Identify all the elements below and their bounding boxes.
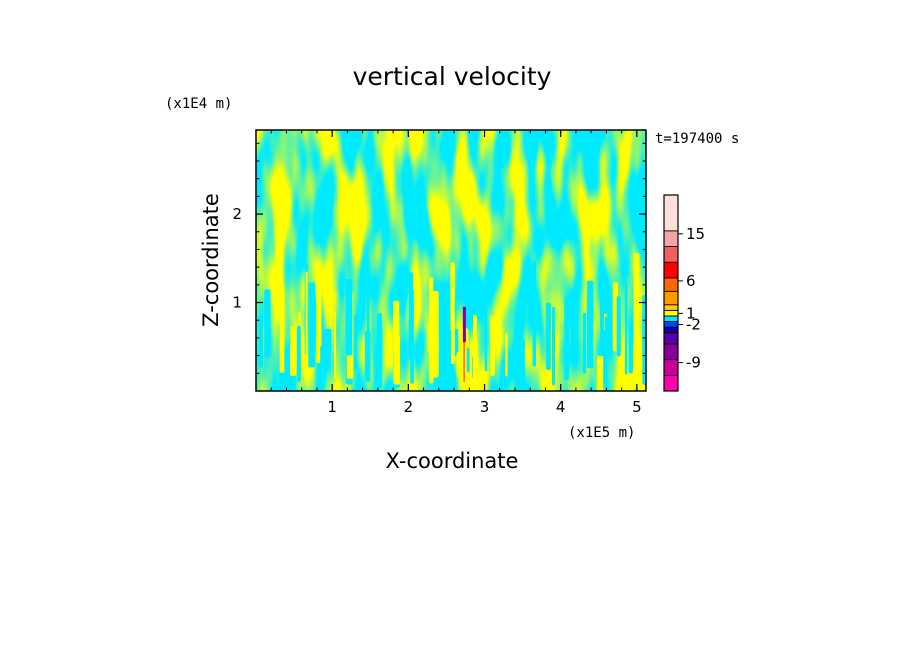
field-streak [484, 291, 488, 372]
colorbar-swatch [663, 304, 679, 311]
colorbar-swatch [663, 359, 679, 376]
field-streak [296, 325, 301, 382]
colorbar-swatch [663, 326, 679, 334]
time-label: t=197400 s [655, 131, 739, 147]
heatmap-streaks [258, 253, 646, 391]
colorbar-swatch [663, 321, 679, 328]
plot-frame [255, 129, 647, 392]
colorbar-swatch [663, 315, 679, 322]
colorbar-swatch [663, 277, 679, 292]
plume-core [462, 306, 466, 343]
heatmap-field [256, 130, 646, 391]
field-streak [616, 296, 621, 357]
colorbar-swatch [663, 246, 679, 263]
field-streak [628, 324, 633, 374]
x-axis: 1 2 3 4 5 [270, 130, 642, 416]
colorbar-tick-label: -9 [686, 354, 701, 372]
x-axis-label: X-coordinate [386, 449, 519, 473]
field-streak [583, 312, 587, 374]
field-streak [633, 253, 640, 357]
field-streak [427, 325, 433, 353]
y-axis: 12 [232, 142, 646, 374]
y-tick-label: 1 [232, 294, 242, 312]
field-streak [279, 286, 285, 373]
field-streak [308, 282, 316, 368]
chart-title: vertical velocity [353, 62, 552, 91]
colorbar-swatch [663, 309, 679, 317]
x-tick-label: 2 [404, 398, 414, 416]
y-axis-label: Z-coordinate [199, 193, 223, 327]
field-streak [376, 313, 382, 389]
x-tick-label: 4 [556, 398, 566, 416]
colorbar-swatch [663, 332, 679, 345]
colorbar-frame [663, 194, 679, 392]
plume-tail [463, 342, 465, 383]
field-streak [290, 326, 296, 374]
colorbar-swatch [663, 343, 679, 361]
field-streak [505, 332, 508, 377]
field-streak [305, 271, 308, 357]
y-tick-label: 2 [232, 205, 242, 223]
colorbar: 15 6 1-2 -9 [663, 194, 705, 392]
colorbar-tick-label: 1 [686, 304, 696, 322]
field-streak [353, 314, 358, 371]
colorbar-swatch [663, 290, 679, 306]
field-streak [532, 260, 537, 367]
field-streak [545, 302, 551, 370]
field-streak [624, 282, 628, 375]
colorbar-swatch [663, 194, 679, 232]
field-streak [552, 306, 556, 386]
colorbar-tick-label: -2 [686, 316, 701, 334]
field-streak [432, 291, 439, 378]
x-tick-label: 1 [327, 398, 337, 416]
field-streak [393, 300, 400, 352]
field-streak [450, 262, 455, 364]
field-streak [410, 289, 414, 384]
colorbar-swatch [663, 261, 679, 279]
field-streak [446, 329, 452, 391]
field-streak [597, 355, 604, 391]
field-streak [564, 296, 570, 380]
field-streak [586, 280, 594, 369]
field-streak [466, 347, 470, 373]
x-unit-label: (x1E5 m) [568, 425, 635, 441]
field-streak [320, 346, 323, 367]
y-unit-label: (x1E4 m) [165, 96, 232, 112]
colorbar-tick-label: 15 [686, 225, 705, 243]
x-tick-label: 5 [632, 398, 642, 416]
field-streak [324, 328, 332, 354]
field-streak [258, 315, 263, 368]
field-streak [490, 316, 495, 376]
field-streak [264, 289, 271, 358]
colorbar-tick-label: 6 [686, 272, 696, 290]
field-streak [345, 279, 353, 356]
field-streak [456, 352, 460, 376]
field-streak [334, 310, 337, 379]
field-streak [316, 279, 322, 364]
colorbar-swatch [663, 374, 679, 392]
field-streak [364, 330, 371, 382]
field-streak [518, 338, 525, 385]
x-tick-label: 3 [480, 398, 490, 416]
colorbar-swatch [663, 230, 679, 247]
field-streak [473, 315, 477, 386]
field-streak [642, 305, 646, 385]
